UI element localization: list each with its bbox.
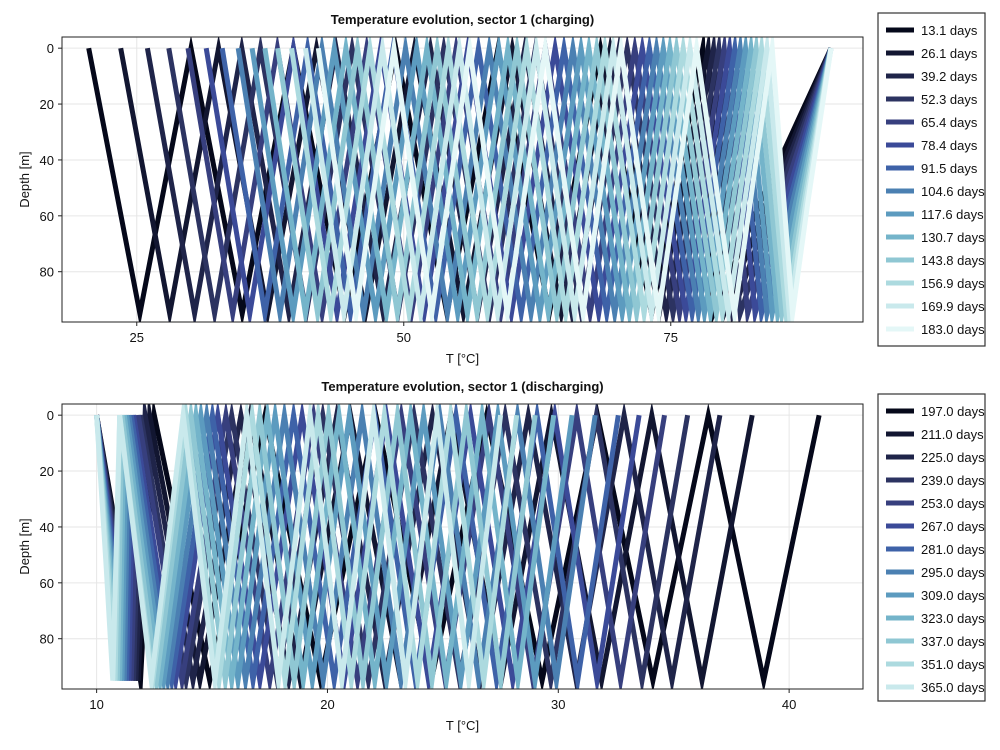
y-tick-label: 20 xyxy=(40,464,54,479)
legend-label: 78.4 days xyxy=(921,138,978,153)
x-tick-label: 40 xyxy=(782,697,796,712)
legend: 13.1 days 26.1 days 39.2 days 52.3 days 65.4… xyxy=(877,12,986,347)
x-tick-label: 20 xyxy=(320,697,334,712)
charging-panel: 25 50 75 0 20 40 60 80 Temperature evolution, se… xyxy=(17,12,986,366)
legend-label: 225.0 days xyxy=(921,450,985,465)
legend-label: 239.0 days xyxy=(921,473,985,488)
legend-label: 337.0 days xyxy=(921,634,985,649)
series-line xyxy=(262,37,834,322)
y-tick-label: 20 xyxy=(40,97,54,112)
chart-title: Temperature evolution, sector 1 (dischar… xyxy=(321,379,603,394)
legend-label: 351.0 days xyxy=(921,657,985,672)
y-tick-label: 40 xyxy=(40,153,54,168)
plot-frame xyxy=(61,403,864,690)
y-tick-label: 0 xyxy=(47,408,54,423)
legend-label: 211.0 days xyxy=(921,427,984,442)
legend-label: 295.0 days xyxy=(921,565,985,580)
y-tick-label: 60 xyxy=(40,576,54,591)
legend-label: 281.0 days xyxy=(921,542,985,557)
legend-label: 104.6 days xyxy=(921,184,985,199)
y-axis-label: Depth [m] xyxy=(17,151,32,207)
series-line xyxy=(303,37,834,322)
x-axis-label: T [°C] xyxy=(446,718,479,733)
legend-label: 26.1 days xyxy=(921,46,978,61)
legend-box xyxy=(877,12,986,347)
legend-label: 143.8 days xyxy=(921,253,985,268)
series-lines xyxy=(94,404,822,689)
x-tick-label: 25 xyxy=(130,330,144,345)
legend-label: 13.1 days xyxy=(921,23,978,38)
series-line xyxy=(289,37,834,322)
legend: 197.0 days 211.0 days 225.0 days 239.0 days… xyxy=(877,393,986,702)
y-tick-label: 80 xyxy=(40,265,54,280)
x-tick-label: 75 xyxy=(664,330,678,345)
series-lines xyxy=(86,37,834,322)
legend-label: 169.9 days xyxy=(921,299,985,314)
y-tick-label: 0 xyxy=(47,41,54,56)
legend-label: 323.0 days xyxy=(921,611,985,626)
legend-label: 91.5 days xyxy=(921,161,978,176)
y-axis-label: Depth [m] xyxy=(17,518,32,574)
legend-label: 65.4 days xyxy=(921,115,978,130)
legend-label: 365.0 days xyxy=(921,680,985,695)
x-tick-label: 30 xyxy=(551,697,565,712)
y-tick-label: 60 xyxy=(40,209,54,224)
x-tick-label: 50 xyxy=(397,330,411,345)
legend-label: 267.0 days xyxy=(921,519,985,534)
legend-label: 253.0 days xyxy=(921,496,985,511)
legend-label: 197.0 days xyxy=(921,404,985,419)
discharging-panel: 10 20 30 40 0 20 40 60 80 Temperature evolution, … xyxy=(17,379,986,733)
legend-label: 183.0 days xyxy=(921,322,985,337)
y-tick-label: 80 xyxy=(40,632,54,647)
legend-label: 309.0 days xyxy=(921,588,985,603)
series-line xyxy=(315,37,834,322)
plot-frame xyxy=(61,36,864,323)
y-tick-label: 40 xyxy=(40,520,54,535)
legend-label: 117.6 days xyxy=(921,207,984,222)
legend-label: 156.9 days xyxy=(921,276,985,291)
legend-label: 130.7 days xyxy=(921,230,985,245)
chart-title: Temperature evolution, sector 1 (chargin… xyxy=(331,12,594,27)
x-axis-label: T [°C] xyxy=(446,351,479,366)
legend-label: 39.2 days xyxy=(921,69,978,84)
series-line xyxy=(249,37,834,322)
legend-label: 52.3 days xyxy=(921,92,978,107)
series-line xyxy=(94,404,504,689)
x-tick-label: 10 xyxy=(89,697,103,712)
